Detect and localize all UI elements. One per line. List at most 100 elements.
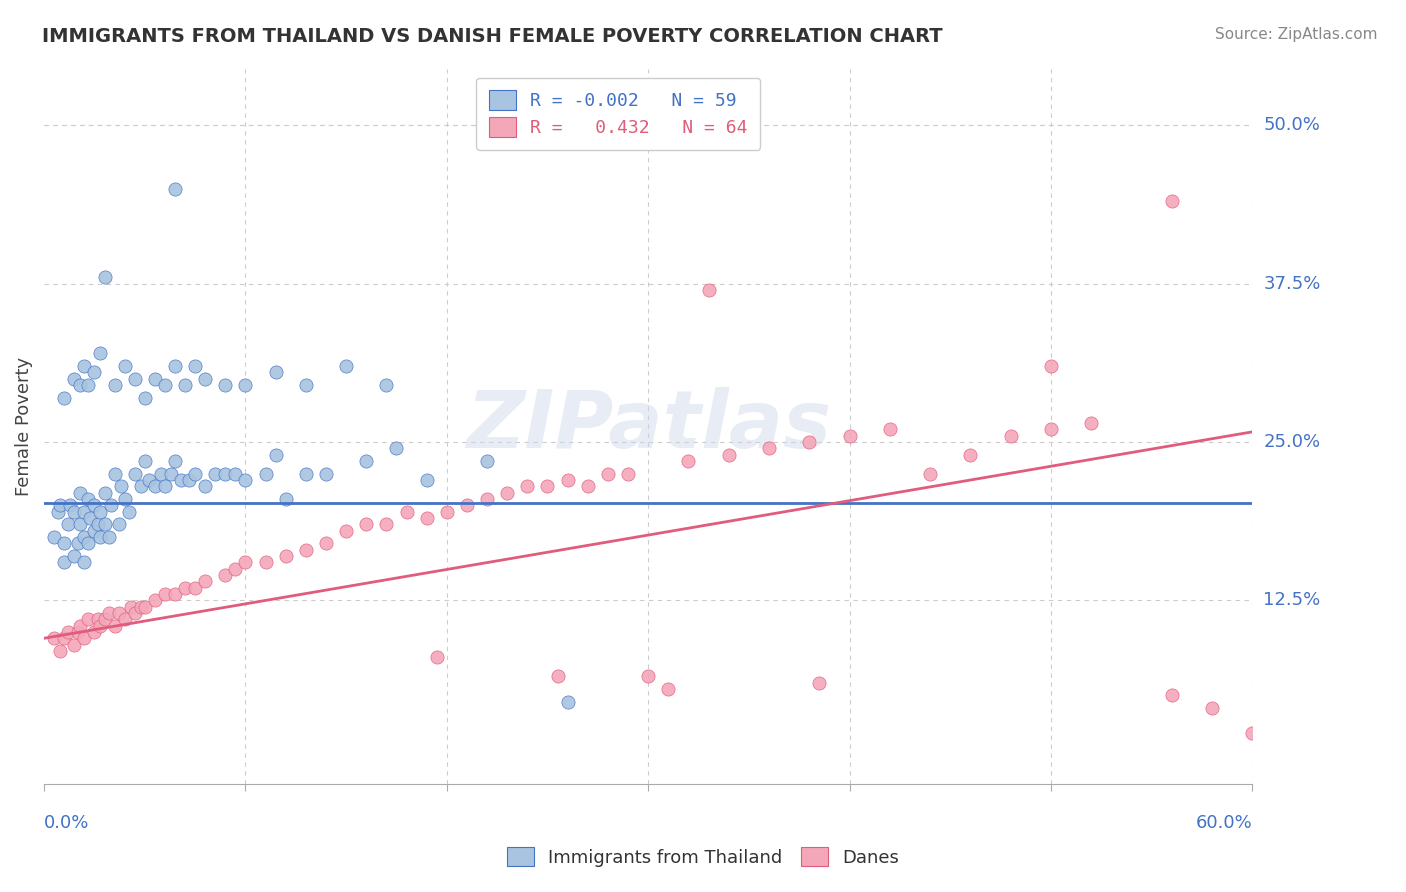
Point <box>69 517 91 532</box>
Point <box>1160 688 1182 702</box>
Point <box>114 612 136 626</box>
Point <box>58 624 80 639</box>
Point <box>114 491 136 506</box>
Point <box>596 467 619 481</box>
Point <box>170 473 193 487</box>
Point <box>1241 726 1264 740</box>
Point <box>59 498 82 512</box>
Point <box>63 505 86 519</box>
Point <box>124 372 146 386</box>
Point <box>73 555 96 569</box>
Point <box>118 505 141 519</box>
Point <box>89 618 111 632</box>
Point <box>295 467 318 481</box>
Point <box>93 270 115 285</box>
Point <box>536 479 558 493</box>
Point <box>49 498 72 512</box>
Point <box>134 391 156 405</box>
Text: 0.0%: 0.0% <box>44 814 90 832</box>
Point <box>808 675 831 690</box>
Point <box>475 454 498 468</box>
Point <box>918 467 941 481</box>
Point <box>436 505 458 519</box>
Point <box>254 467 277 481</box>
Point <box>97 606 120 620</box>
Point <box>63 549 86 563</box>
Point <box>475 491 498 506</box>
Point <box>335 524 357 538</box>
Point <box>77 536 100 550</box>
Point <box>53 391 76 405</box>
Point <box>959 448 981 462</box>
Point <box>177 473 200 487</box>
Point <box>799 435 821 450</box>
Point <box>44 632 66 646</box>
Point <box>395 505 418 519</box>
Point <box>69 378 91 392</box>
Point <box>184 467 207 481</box>
Point <box>160 467 183 481</box>
Point <box>274 491 297 506</box>
Point <box>79 511 101 525</box>
Legend: R = -0.002   N = 59, R =   0.432   N = 64: R = -0.002 N = 59, R = 0.432 N = 64 <box>477 78 761 150</box>
Point <box>89 530 111 544</box>
Point <box>356 454 378 468</box>
Text: 25.0%: 25.0% <box>1264 433 1320 451</box>
Point <box>103 467 125 481</box>
Point <box>879 422 901 436</box>
Point <box>110 479 132 493</box>
Point <box>224 561 246 575</box>
Point <box>184 581 207 595</box>
Point <box>214 568 236 582</box>
Point <box>93 517 115 532</box>
Point <box>153 587 176 601</box>
Point <box>87 612 110 626</box>
Point <box>697 283 720 297</box>
Point <box>124 606 146 620</box>
Point <box>264 448 287 462</box>
Point <box>83 498 105 512</box>
Point <box>194 479 217 493</box>
Point <box>315 467 337 481</box>
Point <box>637 669 659 683</box>
Point <box>163 454 186 468</box>
Point <box>83 365 105 379</box>
Point <box>138 473 160 487</box>
Point <box>838 428 860 442</box>
Point <box>67 624 90 639</box>
Point <box>274 549 297 563</box>
Point <box>73 359 96 373</box>
Point <box>100 498 122 512</box>
Point <box>264 365 287 379</box>
Point <box>89 346 111 360</box>
Point <box>657 681 679 696</box>
Point <box>557 694 579 708</box>
Point <box>1039 359 1062 373</box>
Point <box>77 491 100 506</box>
Point <box>758 442 780 456</box>
Point <box>617 467 640 481</box>
Text: 50.0%: 50.0% <box>1264 117 1320 135</box>
Text: 60.0%: 60.0% <box>1195 814 1253 832</box>
Point <box>49 644 72 658</box>
Point <box>93 485 115 500</box>
Point <box>576 479 599 493</box>
Point <box>107 517 129 532</box>
Point <box>496 485 519 500</box>
Point <box>254 555 277 569</box>
Point <box>163 182 186 196</box>
Point <box>717 448 740 462</box>
Point <box>1080 416 1102 430</box>
Point <box>44 530 66 544</box>
Point <box>315 536 337 550</box>
Point <box>53 555 76 569</box>
Point <box>103 618 125 632</box>
Point <box>295 542 318 557</box>
Point <box>97 530 120 544</box>
Point <box>426 650 449 665</box>
Point <box>174 581 197 595</box>
Point <box>235 378 257 392</box>
Point <box>134 599 156 614</box>
Point <box>87 517 110 532</box>
Point <box>415 511 437 525</box>
